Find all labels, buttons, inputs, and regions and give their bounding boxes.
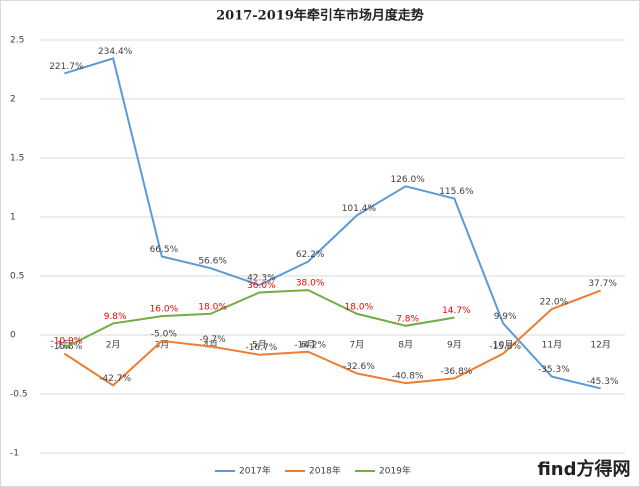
data-label: 18.0%	[198, 302, 227, 312]
x-tick-label: 1月	[57, 340, 72, 351]
series-line	[63, 289, 601, 387]
data-label: 56.6%	[198, 257, 227, 267]
x-tick-label: 7月	[350, 340, 365, 351]
x-tick-label: 8月	[398, 340, 413, 351]
data-label: 16.0%	[150, 305, 179, 315]
series-line	[63, 289, 455, 349]
x-tick-label: 4月	[203, 340, 218, 351]
data-label: -42.7%	[99, 374, 131, 384]
data-label: 101.4%	[342, 204, 377, 214]
data-label: -40.8%	[392, 372, 424, 382]
data-label: 234.4%	[98, 47, 133, 57]
y-tick-label: 1.5	[10, 154, 24, 164]
x-tick-label: 12月	[590, 340, 610, 351]
data-label: 14.7%	[442, 306, 471, 316]
data-label: -5.0%	[151, 329, 178, 339]
data-label: 36.0%	[247, 281, 276, 291]
data-label: 126.0%	[390, 175, 425, 185]
data-label: 9.8%	[104, 312, 127, 322]
legend-label: 2018年	[309, 465, 341, 477]
data-label: -16.7%	[245, 343, 277, 353]
data-label: 37.7%	[588, 279, 617, 289]
data-label: -10.9%	[50, 336, 82, 346]
data-label: 9.9%	[494, 312, 517, 322]
x-tick-label: 9月	[447, 340, 462, 351]
series-line	[64, 57, 601, 390]
chart-title: 2017-2019年牵引车市场月度走势	[216, 8, 424, 24]
y-tick-label: 0.5	[10, 272, 24, 282]
data-label: 115.6%	[439, 187, 474, 197]
watermark: find方得网	[537, 458, 630, 480]
data-label: -36.8%	[440, 367, 472, 377]
data-label: -32.6%	[343, 362, 375, 372]
x-tick-label: 6月	[301, 340, 316, 351]
data-label: -45.3%	[587, 377, 619, 387]
y-tick-label: 2.5	[10, 36, 24, 46]
x-tick-label: 11月	[542, 340, 562, 351]
x-tick-label: 5月	[252, 340, 267, 351]
data-label: -14.2%	[294, 340, 326, 350]
y-tick-label: 1	[10, 213, 16, 223]
data-label: 7.8%	[396, 314, 419, 324]
data-label: 38.0%	[296, 279, 325, 289]
data-label: -35.3%	[538, 365, 570, 375]
y-tick-label: 2	[10, 95, 16, 105]
x-tick-label: 2月	[106, 340, 121, 351]
data-label: -9.7%	[200, 335, 227, 345]
y-tick-label: -0.5	[10, 390, 28, 400]
data-label: 22.0%	[540, 298, 569, 308]
data-label: 62.2%	[296, 250, 325, 260]
x-tick-label: 10月	[493, 340, 513, 351]
data-label: 66.5%	[150, 245, 179, 255]
data-label: 42.3%	[247, 274, 276, 284]
data-label: 18.0%	[345, 302, 374, 312]
data-label: -15.8%	[489, 342, 521, 352]
data-label: 221.7%	[49, 62, 84, 72]
x-tick-label: 3月	[155, 340, 170, 351]
legend-label: 2017年	[239, 465, 271, 477]
y-tick-label: -1	[10, 449, 19, 459]
y-tick-label: 0	[10, 331, 16, 341]
legend-label: 2019年	[379, 465, 411, 477]
